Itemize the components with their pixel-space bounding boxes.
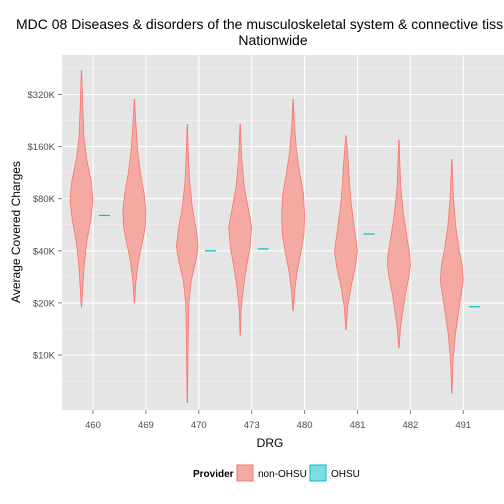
chart-subtitle: Nationwide: [238, 32, 307, 48]
violin-layer: [69, 70, 464, 404]
violin-473: [228, 124, 253, 336]
x-axis-label: DRG: [257, 436, 284, 450]
x-tick-label: 470: [191, 420, 207, 431]
x-tick-label: 473: [244, 420, 260, 431]
x-tick-label: 460: [85, 420, 101, 431]
chart-title: MDC 08 Diseases & disorders of the muscu…: [16, 16, 504, 32]
y-tick-label: $80K: [33, 194, 56, 205]
legend-swatch-non-ohsu: [236, 464, 254, 482]
x-tick-label: 482: [402, 420, 418, 431]
violin-482: [387, 139, 411, 349]
violin-470: [176, 124, 199, 404]
x-tick-label: 469: [138, 420, 154, 431]
x-tick-label: 481: [350, 420, 366, 431]
x-axis: 460 469 470 473 480 481 482 491: [85, 410, 471, 431]
legend: Provider non-OHSU OHSU: [193, 463, 360, 483]
violin-460: [69, 70, 94, 308]
legend-swatch-ohsu: [309, 464, 327, 482]
y-tick-label: $10K: [33, 351, 56, 362]
violin-469: [122, 99, 147, 304]
y-tick-label: $320K: [28, 90, 56, 101]
violin-480: [281, 99, 305, 312]
y-tick-label: $20K: [33, 298, 56, 309]
x-tick-label: 480: [297, 420, 313, 431]
y-axis-label: Average Covered Charges: [9, 161, 23, 303]
y-axis: $10K $20K $40K $80K $160K $320K: [28, 90, 62, 362]
legend-label-ohsu: OHSU: [331, 469, 360, 480]
violin-481: [334, 135, 358, 331]
y-tick-label: $160K: [28, 142, 56, 153]
y-tick-label: $40K: [33, 246, 56, 257]
legend-title: Provider: [193, 469, 234, 480]
ohsu-marker-layer: [99, 214, 481, 308]
legend-label-non-ohsu: non-OHSU: [258, 469, 307, 480]
x-tick-label: 491: [455, 420, 471, 431]
violin-491: [439, 159, 464, 394]
